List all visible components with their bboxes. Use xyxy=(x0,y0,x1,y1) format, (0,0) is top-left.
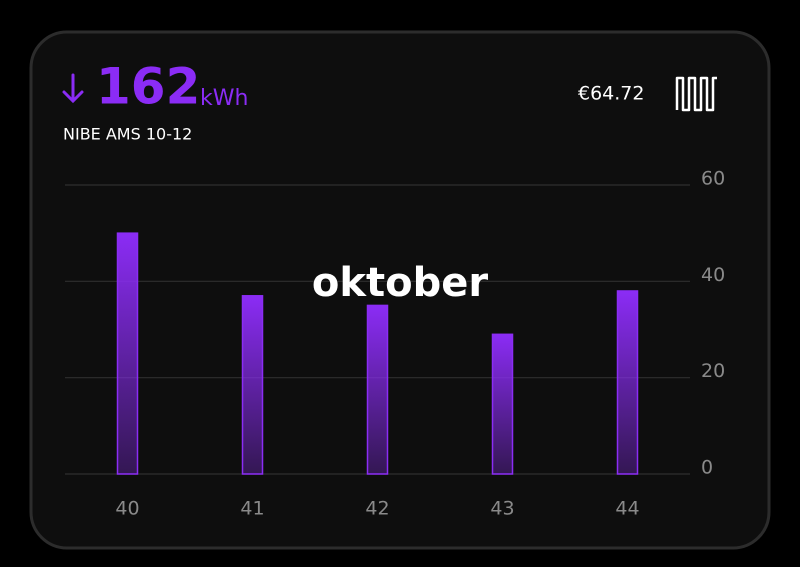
bar xyxy=(241,295,264,475)
bar xyxy=(491,333,514,475)
bar xyxy=(366,304,389,475)
y-tick-label: 40 xyxy=(701,264,725,286)
x-tick-label: 41 xyxy=(240,498,264,520)
x-tick-label: 44 xyxy=(615,498,639,520)
y-tick-label: 0 xyxy=(701,457,713,479)
bar xyxy=(616,290,639,475)
month-title: oktober xyxy=(312,260,488,306)
price: €64.72 xyxy=(578,83,644,105)
energy-value: 162 xyxy=(96,58,200,116)
x-tick-label: 43 xyxy=(490,498,514,520)
y-tick-label: 20 xyxy=(701,360,725,382)
device-name: NIBE AMS 10-12 xyxy=(63,125,192,144)
x-tick-label: 40 xyxy=(115,498,139,520)
card xyxy=(29,30,771,550)
plot: 0 20 40 60 40 41 42 43 44 xyxy=(65,168,725,520)
heater-icon xyxy=(675,76,717,112)
y-tick-label: 60 xyxy=(701,168,725,190)
bar xyxy=(116,232,139,475)
down-arrow xyxy=(62,73,84,104)
energy-unit: kWh xyxy=(200,86,248,111)
x-tick-label: 42 xyxy=(365,498,389,520)
